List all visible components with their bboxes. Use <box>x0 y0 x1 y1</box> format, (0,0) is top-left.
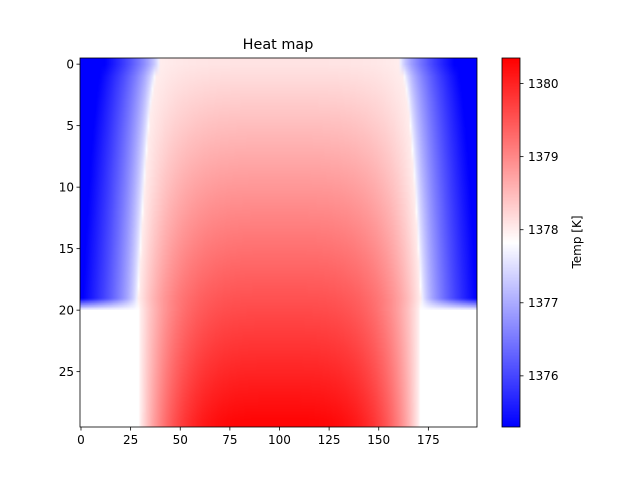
chart-title: Heat map <box>243 37 314 53</box>
y-tick-label: 0 <box>66 57 74 71</box>
x-tick-label: 0 <box>77 433 85 447</box>
heatmap-plot-area <box>79 57 478 428</box>
x-tick-label: 100 <box>268 433 291 447</box>
colorbar-tick-label: 1376 <box>528 369 559 383</box>
colorbar-tick-label: 1377 <box>528 296 559 310</box>
colorbar-frame <box>501 57 521 428</box>
colorbar-label: Temp [K] <box>570 215 584 269</box>
x-axis: 0 25 50 75 100 125 150 175 <box>77 427 440 447</box>
heatmap-image <box>80 58 477 427</box>
plot-frame <box>79 57 478 428</box>
colorbar: 1376 1377 1378 1379 1380 Temp [K] <box>501 57 584 428</box>
colorbar-tick-label: 1378 <box>528 223 559 237</box>
y-tick-label: 10 <box>59 180 74 194</box>
colorbar-tick-label: 1380 <box>528 77 559 91</box>
x-tick-label: 150 <box>367 433 390 447</box>
colorbar-ticks: 1376 1377 1378 1379 1380 <box>520 77 559 383</box>
x-tick-label: 125 <box>318 433 341 447</box>
y-tick-label: 25 <box>59 365 74 379</box>
colorbar-tick-label: 1379 <box>528 150 559 164</box>
x-tick-label: 175 <box>417 433 440 447</box>
y-axis: 0 5 10 15 20 25 <box>59 57 80 379</box>
y-tick-label: 20 <box>59 303 74 317</box>
colorbar-gradient <box>502 58 520 427</box>
x-tick-label: 50 <box>173 433 188 447</box>
y-tick-label: 15 <box>59 242 74 256</box>
x-tick-label: 25 <box>123 433 138 447</box>
x-tick-label: 75 <box>222 433 237 447</box>
y-tick-label: 5 <box>66 119 74 133</box>
